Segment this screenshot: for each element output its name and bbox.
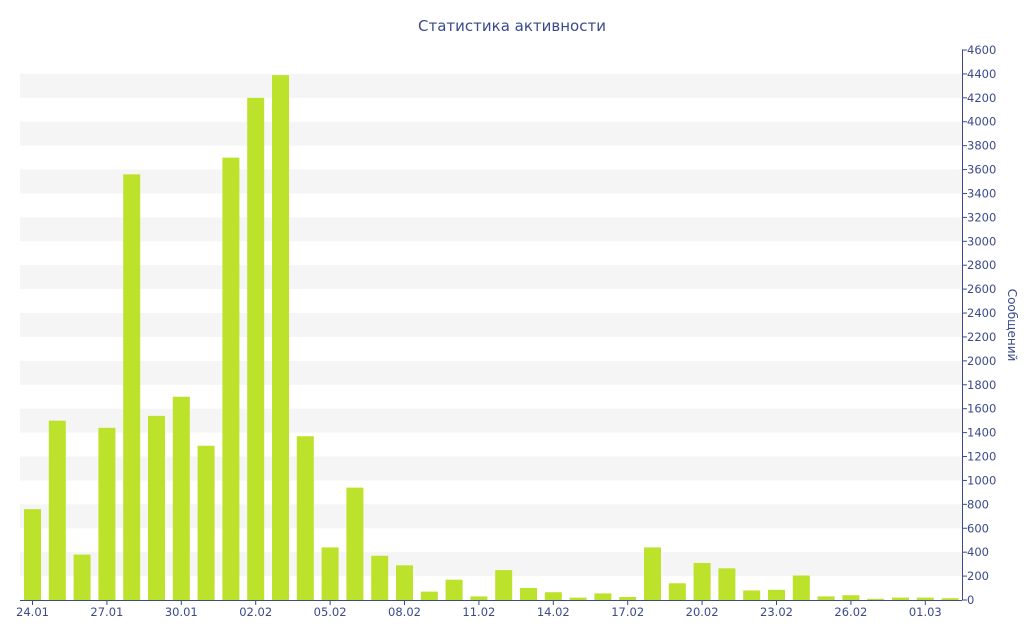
x-tick-label: 11.02	[462, 605, 495, 619]
bar-17.02	[619, 597, 637, 600]
x-tick-label: 05.02	[314, 605, 347, 619]
bar-12.02	[495, 570, 513, 600]
grid-band	[20, 169, 962, 194]
bar-25.01	[48, 420, 66, 600]
bar-15.02	[569, 597, 587, 600]
bar-03.02	[272, 75, 289, 600]
x-tick-label: 20.02	[686, 605, 719, 619]
chart-title: Статистика активности	[418, 17, 606, 35]
y-tick-label: 1600	[967, 402, 996, 416]
y-tick-label: 800	[967, 497, 989, 511]
x-tick-label: 23.02	[760, 605, 793, 619]
bar-26.02	[842, 595, 860, 600]
x-tick-label: 26.02	[834, 605, 867, 619]
y-tick-label: 200	[967, 569, 989, 583]
bar-08.02	[396, 565, 413, 600]
x-tick-label: 01.03	[909, 605, 942, 619]
y-tick-label: 2800	[967, 258, 996, 272]
bar-18.02	[644, 547, 661, 600]
bar-09.02	[420, 591, 438, 600]
x-tick-label: 02.02	[239, 605, 272, 619]
bar-19.02	[668, 583, 686, 600]
y-tick-label: 3800	[967, 139, 996, 153]
bar-10.02	[445, 579, 463, 600]
bar-07.02	[371, 555, 389, 600]
bar-04.02	[296, 436, 314, 600]
bar-29.01	[148, 415, 165, 600]
grid-band	[20, 121, 962, 146]
bar-21.02	[718, 568, 736, 600]
bar-05.02	[321, 547, 339, 600]
bar-11.02	[470, 596, 488, 600]
x-tick-label: 17.02	[611, 605, 644, 619]
bar-23.02	[768, 589, 785, 600]
y-tick-label: 2000	[967, 354, 996, 368]
x-tick-labels: 24.01 27.01 30.01 02.02 05.02 08.02 11.02 14.02…	[16, 600, 942, 619]
y-tick-label: 2600	[967, 282, 996, 296]
x-tick-label: 24.01	[16, 605, 49, 619]
bar-06.02	[346, 487, 364, 600]
grid-band	[20, 313, 962, 337]
bar-28.02	[892, 597, 909, 600]
bar-30.01	[172, 396, 190, 600]
grid-band	[20, 73, 962, 98]
y-tick-label: 3200	[967, 210, 996, 224]
y-tick-label: 0	[967, 593, 974, 607]
bar-27.01	[98, 427, 116, 600]
y-tick-label: 3600	[967, 163, 996, 177]
grid-band	[20, 217, 962, 242]
y-tick-label: 4400	[967, 67, 996, 81]
y-tick-label: 4600	[967, 43, 996, 57]
bar-24.01	[24, 509, 41, 600]
bar-13.02	[520, 588, 537, 600]
bar-02.02	[247, 97, 265, 601]
bar-22.02	[743, 590, 761, 600]
x-tick-label: 27.01	[90, 605, 123, 619]
bar-24.02	[792, 575, 810, 600]
bar-02.03	[941, 598, 959, 600]
y-tick-label: 3000	[967, 234, 996, 248]
bar-26.01	[73, 554, 91, 600]
x-tick-label: 14.02	[537, 605, 570, 619]
x-tick-label: 30.01	[165, 605, 198, 619]
bar-20.02	[693, 562, 711, 600]
bars-group	[24, 75, 959, 601]
bar-28.01	[123, 174, 141, 600]
bar-01.03	[916, 597, 934, 600]
y-tick-label: 600	[967, 521, 989, 535]
y-tick-label: 400	[967, 545, 989, 559]
y-tick-label: 1400	[967, 426, 996, 440]
y-tick-label: 4200	[967, 91, 996, 105]
bar-14.02	[544, 592, 562, 600]
y-tick-label: 1200	[967, 450, 996, 464]
bar-16.02	[594, 593, 612, 600]
bar-31.01	[197, 445, 215, 600]
grid-band	[20, 360, 962, 385]
x-tick-label: 08.02	[388, 605, 421, 619]
y-tick-label: 1000	[967, 473, 996, 487]
y-tick-label: 1800	[967, 378, 996, 392]
bar-27.02	[867, 598, 885, 600]
y-axis-label: Сообщений	[1005, 289, 1019, 362]
y-tick-label: 3400	[967, 186, 996, 200]
y-tick-label: 2200	[967, 330, 996, 344]
axes-group	[20, 50, 963, 601]
bar-25.02	[817, 596, 835, 600]
grid-band	[20, 265, 962, 290]
y-tick-labels: 0 200 400 600 800 1000 1200 1400 1600 1800 2000 220…	[962, 43, 996, 607]
y-tick-label: 2400	[967, 306, 996, 320]
bar-01.02	[222, 157, 240, 600]
y-tick-label: 4000	[967, 115, 996, 129]
